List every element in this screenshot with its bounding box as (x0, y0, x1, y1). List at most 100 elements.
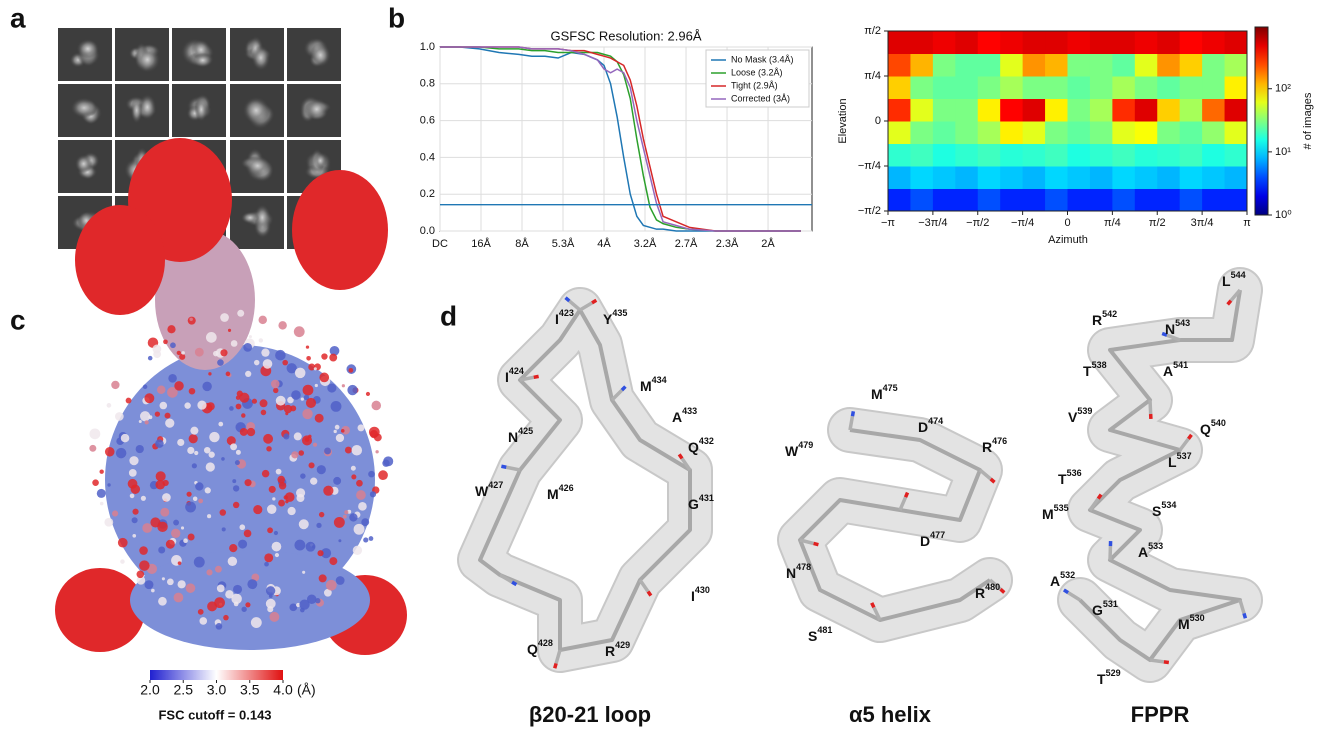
map-speckle (96, 488, 106, 498)
colorbar (1254, 26, 1269, 216)
heatmap-cell (1179, 188, 1203, 212)
heatmap-cell (1157, 76, 1181, 99)
x-tick-label: −π (881, 217, 895, 229)
map-speckle (214, 565, 222, 573)
map-speckle (253, 359, 260, 366)
heatmap-cell (1089, 166, 1113, 189)
x-axis-label: Azimuth (1048, 234, 1088, 246)
map-speckle (176, 350, 182, 356)
residue-number: 425 (518, 426, 533, 436)
residue-number: 427 (488, 480, 503, 490)
residue-name: D (920, 533, 930, 549)
side-chain (978, 468, 992, 481)
x-tick-label: 2Å (761, 237, 775, 250)
side-chain-atom (1161, 331, 1168, 337)
side-chain (799, 538, 815, 546)
side-chain (1088, 497, 1100, 512)
heatmap-cell (1179, 143, 1203, 167)
map-speckle (353, 523, 365, 535)
map-speckle (267, 527, 273, 534)
heatmap-cell (955, 121, 979, 144)
map-speckle (167, 325, 176, 334)
map-speckle (278, 499, 285, 507)
colorbar-tick-label: 3.5 (240, 682, 260, 698)
map-speckle (274, 553, 280, 558)
colorbar-tick-label: 10² (1275, 83, 1291, 95)
side-chain-atom (1242, 612, 1248, 619)
side-chain (505, 465, 521, 472)
map-speckle (104, 517, 114, 527)
residue-name: Q (688, 439, 699, 455)
fsc-curve (440, 46, 801, 232)
heatmap-cell (1112, 143, 1136, 167)
colorbar-tick-label: 4.0 (273, 682, 293, 698)
map-speckle (308, 462, 315, 469)
map-speckle (159, 401, 168, 410)
map-speckle (251, 398, 258, 404)
heatmap-cell (1112, 188, 1136, 212)
x-tick-label: 8Å (515, 237, 529, 250)
residue-label: I424 (505, 366, 524, 384)
heatmap-cell (1202, 98, 1226, 122)
map-speckle (239, 427, 248, 436)
caption: β20-21 loop (529, 702, 651, 727)
map-speckle (235, 395, 241, 400)
heatmap-cell (1112, 121, 1136, 144)
map-speckle (245, 602, 251, 608)
map-speckle (317, 550, 324, 557)
residue-label: N478 (786, 562, 811, 580)
residue-name: M (1178, 616, 1190, 632)
particle-blob (242, 96, 270, 125)
residue-label: R480 (975, 582, 1000, 600)
residue-number: 529 (1106, 668, 1121, 678)
map-speckle (111, 380, 120, 390)
particle-blob (304, 98, 330, 121)
side-chain-atom (1187, 433, 1193, 440)
map-speckle (162, 493, 171, 502)
heatmap-cell (1067, 53, 1091, 77)
side-chain-atom (1062, 588, 1070, 595)
map-speckle (306, 594, 317, 604)
map-speckle (129, 493, 135, 499)
map-speckle (156, 385, 166, 395)
side-chain-atom (870, 602, 876, 609)
heatmap-cell (1202, 76, 1226, 99)
map-speckle (361, 518, 370, 527)
x-tick-label: −π/4 (1011, 217, 1034, 229)
residue-label: M530 (1178, 613, 1205, 631)
heatmap-cell (1224, 76, 1248, 99)
heatmap-cell (1089, 121, 1113, 144)
residue-name: R (975, 585, 985, 601)
residue-number: 538 (1092, 360, 1107, 370)
panel-label: a (10, 2, 26, 33)
map-speckle (253, 505, 263, 515)
map-speckle (245, 370, 252, 378)
residue-number: 479 (798, 440, 813, 450)
residue-number: 541 (1173, 360, 1188, 370)
map-speckle (193, 556, 205, 568)
side-chain-atom (903, 491, 910, 498)
residue-number: 539 (1077, 406, 1092, 416)
residue-label: M426 (547, 483, 574, 501)
residue-name: G (688, 496, 699, 512)
map-speckle (329, 557, 338, 566)
map-speckle (206, 569, 213, 576)
map-speckle (185, 583, 196, 593)
heatmap-cell (1022, 143, 1046, 167)
heatmap-cell (1202, 121, 1226, 144)
residue-label: Y435 (603, 308, 627, 326)
map-speckle (144, 580, 154, 590)
map-speckle (225, 371, 231, 377)
heatmap-cell (955, 31, 979, 54)
residue-number: 424 (509, 366, 524, 376)
residue-name: M (640, 378, 652, 394)
map-speckle (233, 584, 243, 594)
map-speckle (358, 502, 367, 511)
map-speckle (140, 411, 151, 422)
map-speckle (262, 359, 273, 369)
side-chain (1229, 288, 1242, 302)
map-speckle (269, 611, 280, 622)
residue-label: N543 (1165, 318, 1190, 336)
heatmap-cell (1157, 53, 1181, 77)
heatmap-cell (888, 98, 911, 122)
